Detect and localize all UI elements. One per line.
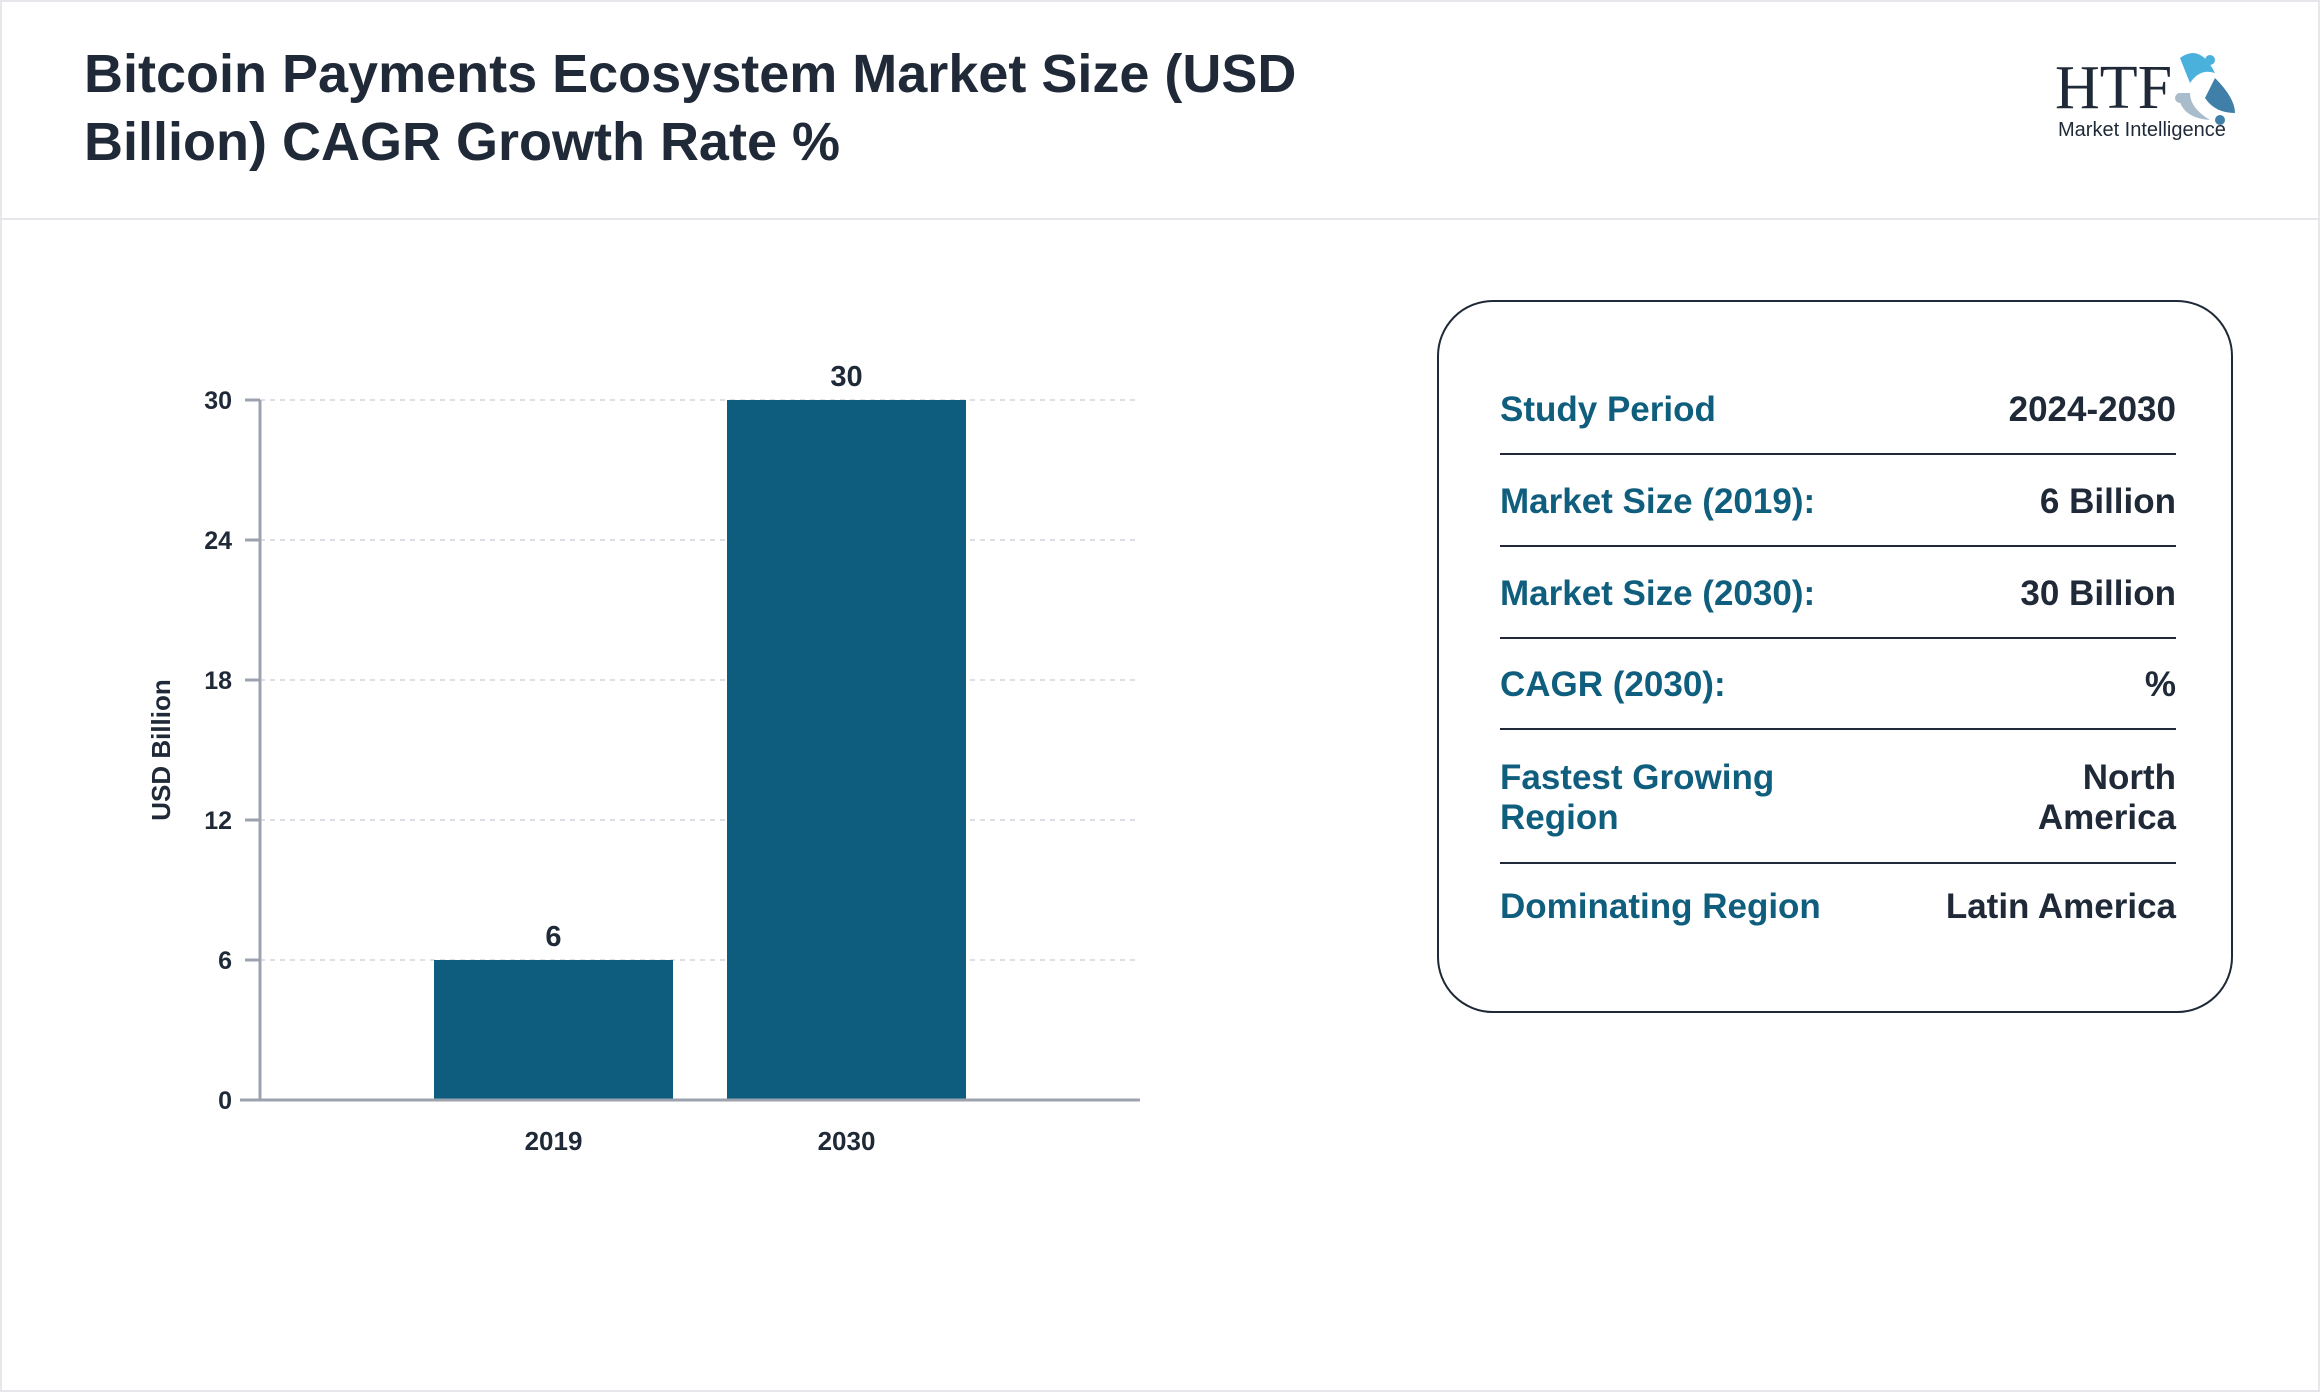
summary-value: 30 Billion [2020, 574, 2176, 613]
summary-label: Study Period [1500, 390, 1716, 429]
summary-label: CAGR (2030): [1500, 665, 1726, 704]
x-tick-label: 2019 [525, 1126, 583, 1156]
y-tick-label: 30 [204, 387, 232, 415]
y-tick-label: 18 [204, 667, 232, 695]
y-tick-label: 12 [204, 807, 232, 835]
y-tick-label: 0 [218, 1087, 232, 1115]
summary-value: 2024-2030 [2008, 390, 2176, 429]
summary-row: Study Period 2024-2030 [1500, 367, 2176, 455]
htf-logo: HTF Market Intelligence [2055, 53, 2235, 141]
summary-label: Market Size (2019): [1500, 482, 1816, 521]
logo-text: HTF [2055, 54, 2172, 122]
header-divider [2, 218, 2318, 220]
y-tick-label: 24 [204, 527, 232, 555]
summary-row: Dominating Region Latin America [1500, 864, 2176, 949]
data-label: 6 [545, 921, 561, 953]
summary-value: % [2144, 665, 2176, 704]
logo-subtitle: Market Intelligence [2058, 119, 2226, 141]
summary-label: Market Size (2030): [1500, 574, 1816, 613]
summary-row: CAGR (2030):% [1500, 642, 2176, 730]
page-title: Bitcoin Payments Ecosystem Market Size (… [84, 44, 1297, 172]
summary-value: Latin America [1945, 886, 2176, 926]
summary-label: Fastest Growing Region [1500, 757, 1775, 837]
summary-row: Fastest Growing Region North America [1500, 733, 2176, 864]
summary-card: Study Period 2024-2030 Market Size (2019):… [1437, 300, 2233, 1013]
summary-value: 6 Billion [2039, 482, 2176, 521]
data-label: 30 [830, 361, 862, 393]
summary-label: Dominating Region [1500, 886, 1821, 926]
bar-chart: 0 6 12 18 24 30 6 2019 30 2030 USD Billion [146, 361, 1140, 1156]
summary-value: North America [2037, 757, 2176, 837]
x-tick-label: 2030 [818, 1126, 876, 1156]
y-tick-label: 6 [218, 947, 232, 975]
summary-row: Market Size (2019): 6 Billion [1500, 459, 2176, 547]
bar-2019 [434, 960, 673, 1100]
bar-2030 [727, 400, 966, 1100]
y-axis-label: USD Billion [146, 679, 176, 821]
summary-row: Market Size (2030): 30 Billion [1500, 551, 2176, 639]
